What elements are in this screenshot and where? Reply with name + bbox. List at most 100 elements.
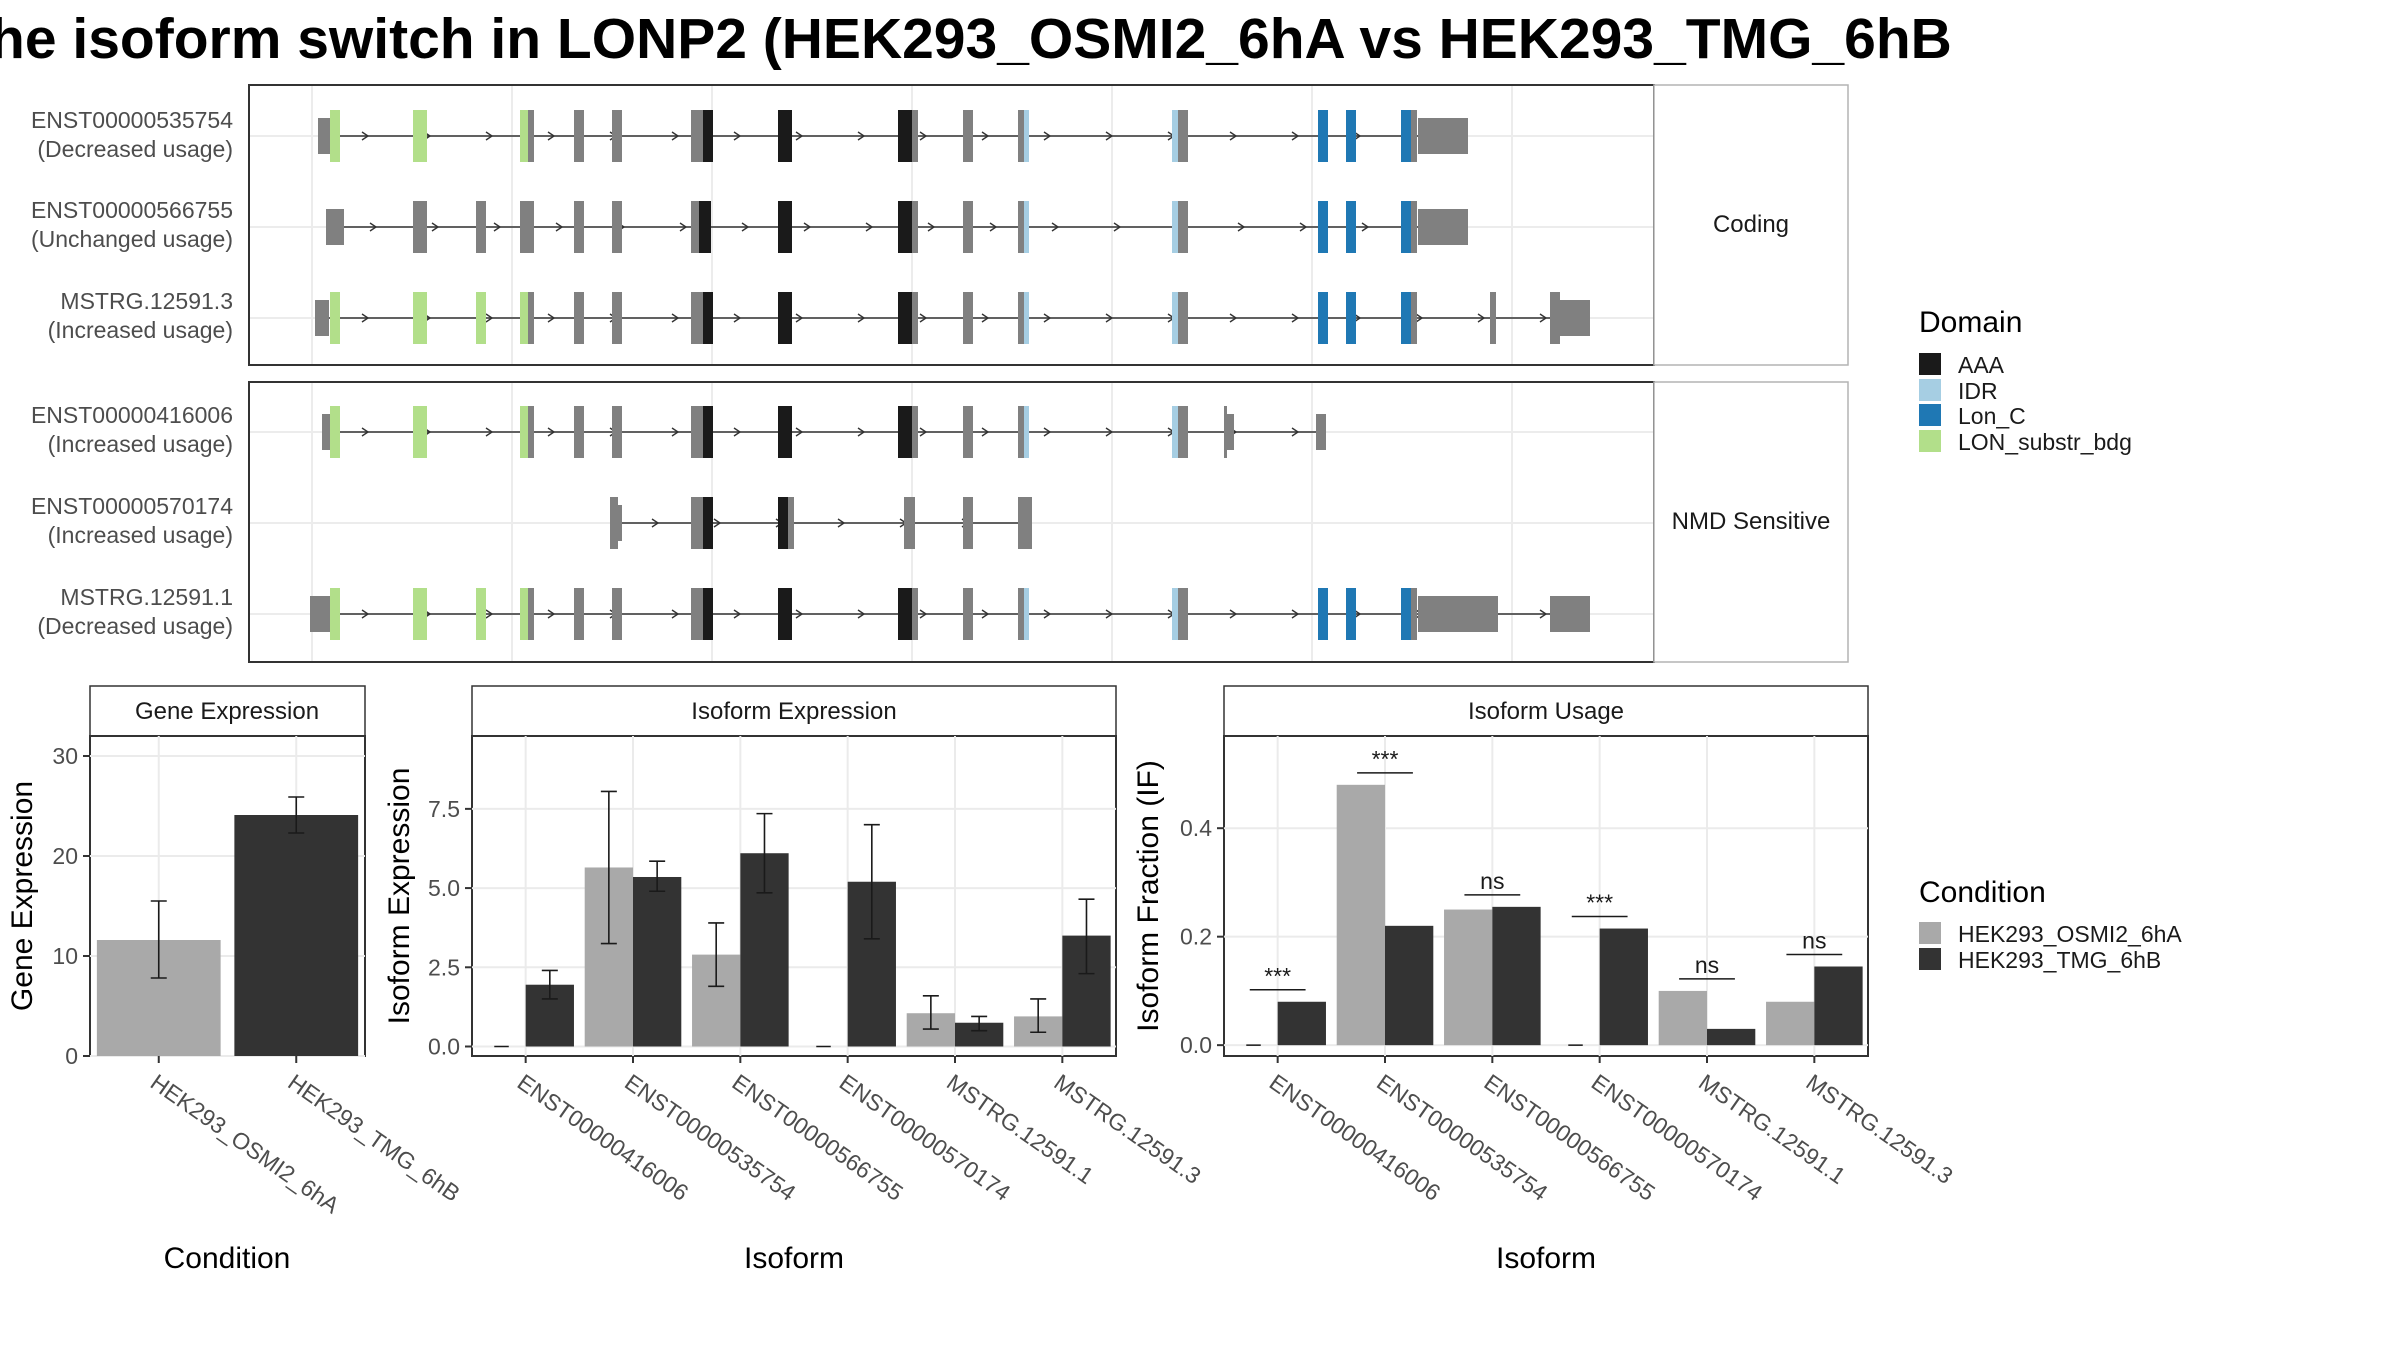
gene-expression-strip <box>89 685 366 737</box>
domain-exon <box>1024 406 1029 458</box>
transcript-name: ENST00000535754 <box>31 107 233 133</box>
exon <box>616 505 622 541</box>
y-tick-label: 20 <box>52 843 78 869</box>
exon <box>912 588 918 640</box>
strand-arrow <box>857 609 866 619</box>
x-tick-label: ENST00000535754 <box>620 1069 801 1206</box>
strand-arrow <box>741 222 750 232</box>
exon <box>1418 118 1468 154</box>
isoform-usage-ylabel: Isoform Fraction (IF) <box>1132 760 1165 1032</box>
exon <box>963 588 973 640</box>
strand-arrow <box>927 222 936 232</box>
y-tick-label: 5.0 <box>428 875 460 901</box>
exon <box>1178 588 1188 640</box>
strand-arrow <box>1229 131 1238 141</box>
strand-arrow <box>1291 427 1300 437</box>
exon <box>1411 201 1417 253</box>
domain-exon <box>476 588 486 640</box>
strand-arrow <box>1105 609 1114 619</box>
domain-exon <box>1172 406 1178 458</box>
isoform-expression-strip <box>471 685 1117 737</box>
strand-arrow <box>733 313 742 323</box>
domain-exon <box>1318 201 1328 253</box>
strand-arrow <box>651 518 660 528</box>
domain-exon <box>778 292 792 344</box>
exon <box>1018 406 1024 458</box>
exon <box>574 292 584 344</box>
exon <box>1550 292 1560 344</box>
exon <box>1418 596 1498 632</box>
exon <box>912 292 918 344</box>
isoform-usage-title: Isoform Usage <box>1468 698 1624 725</box>
transcript-name: ENST00000570174 <box>31 493 233 519</box>
strip-coding <box>1653 84 1849 366</box>
domain-exon <box>1346 201 1356 253</box>
strand-arrow <box>1043 131 1052 141</box>
legend-label-tmg: HEK293_TMG_6hB <box>1958 947 2161 973</box>
y-tick-label: 10 <box>52 943 78 969</box>
strand-arrow <box>803 222 812 232</box>
strand-arrow <box>919 609 928 619</box>
transcript-usage: (Increased usage) <box>48 317 233 343</box>
domain-exon <box>1346 292 1356 344</box>
strand-arrow <box>547 609 556 619</box>
isoform-expression-title: Isoform Expression <box>691 698 896 725</box>
domain-exon <box>1172 292 1178 344</box>
strand-arrow <box>1043 609 1052 619</box>
domain-exon <box>1318 110 1328 162</box>
exon <box>963 406 973 458</box>
x-tick-label: ENST00000416006 <box>1265 1069 1445 1206</box>
domain-exon <box>1024 110 1029 162</box>
exon <box>1178 110 1188 162</box>
domain-exon <box>520 406 528 458</box>
gene-expression-panel: Gene Expression 0102030HEK293_OSMI2_6hAH… <box>6 685 465 1275</box>
legend-label-lonc: Lon_C <box>1958 403 2026 429</box>
strand-arrow <box>361 609 370 619</box>
bar <box>633 876 682 1047</box>
domain-exon <box>898 201 912 253</box>
domain-exon <box>1318 588 1328 640</box>
domain-exon <box>520 292 528 344</box>
y-tick-label: 0.2 <box>1180 924 1212 950</box>
legend-key-lonsubstr <box>1919 430 1941 452</box>
isoform-usage-plot-area <box>1223 735 1869 1057</box>
domain-exon <box>898 406 912 458</box>
exon <box>1018 201 1024 253</box>
domain-exon <box>520 588 528 640</box>
domain-exon <box>413 292 427 344</box>
exon <box>574 110 584 162</box>
strand-arrow <box>431 222 440 232</box>
exon <box>574 201 584 253</box>
domain-exon <box>778 201 792 253</box>
exon <box>963 201 973 253</box>
exon <box>318 118 330 154</box>
exon <box>528 406 534 458</box>
exon <box>610 497 618 549</box>
exon <box>574 406 584 458</box>
strand-arrow <box>919 131 928 141</box>
legend-key-lonc <box>1919 404 1941 426</box>
structure-transcripts <box>310 110 1590 640</box>
domain-exon <box>703 497 713 549</box>
isoform-expression-ylabel: Isoform Expression <box>383 768 416 1025</box>
x-tick-label: ENST00000566755 <box>1479 1069 1659 1206</box>
strand-arrow <box>485 313 494 323</box>
condition-legend-title: Condition <box>1919 876 2046 909</box>
strand-arrow <box>1043 427 1052 437</box>
strip-label-coding: Coding <box>1713 211 1789 238</box>
strand-arrow <box>369 222 378 232</box>
strand-arrow <box>547 313 556 323</box>
gene-expression-title: Gene Expression <box>135 698 319 725</box>
legend-key-tmg <box>1919 948 1941 970</box>
exon <box>1178 406 1188 458</box>
domain-legend: Domain AAA IDR Lon_C LON_substr_bdg <box>1919 306 2132 455</box>
exon <box>1411 588 1417 640</box>
domain-exon <box>1401 292 1411 344</box>
y-tick-label: 0.4 <box>1180 815 1212 841</box>
domain-exon <box>1172 110 1178 162</box>
significance-label: *** <box>1372 746 1399 772</box>
strand-arrow <box>919 313 928 323</box>
bar <box>1444 909 1493 1046</box>
strand-arrow <box>1229 609 1238 619</box>
significance-label: *** <box>1586 890 1613 916</box>
